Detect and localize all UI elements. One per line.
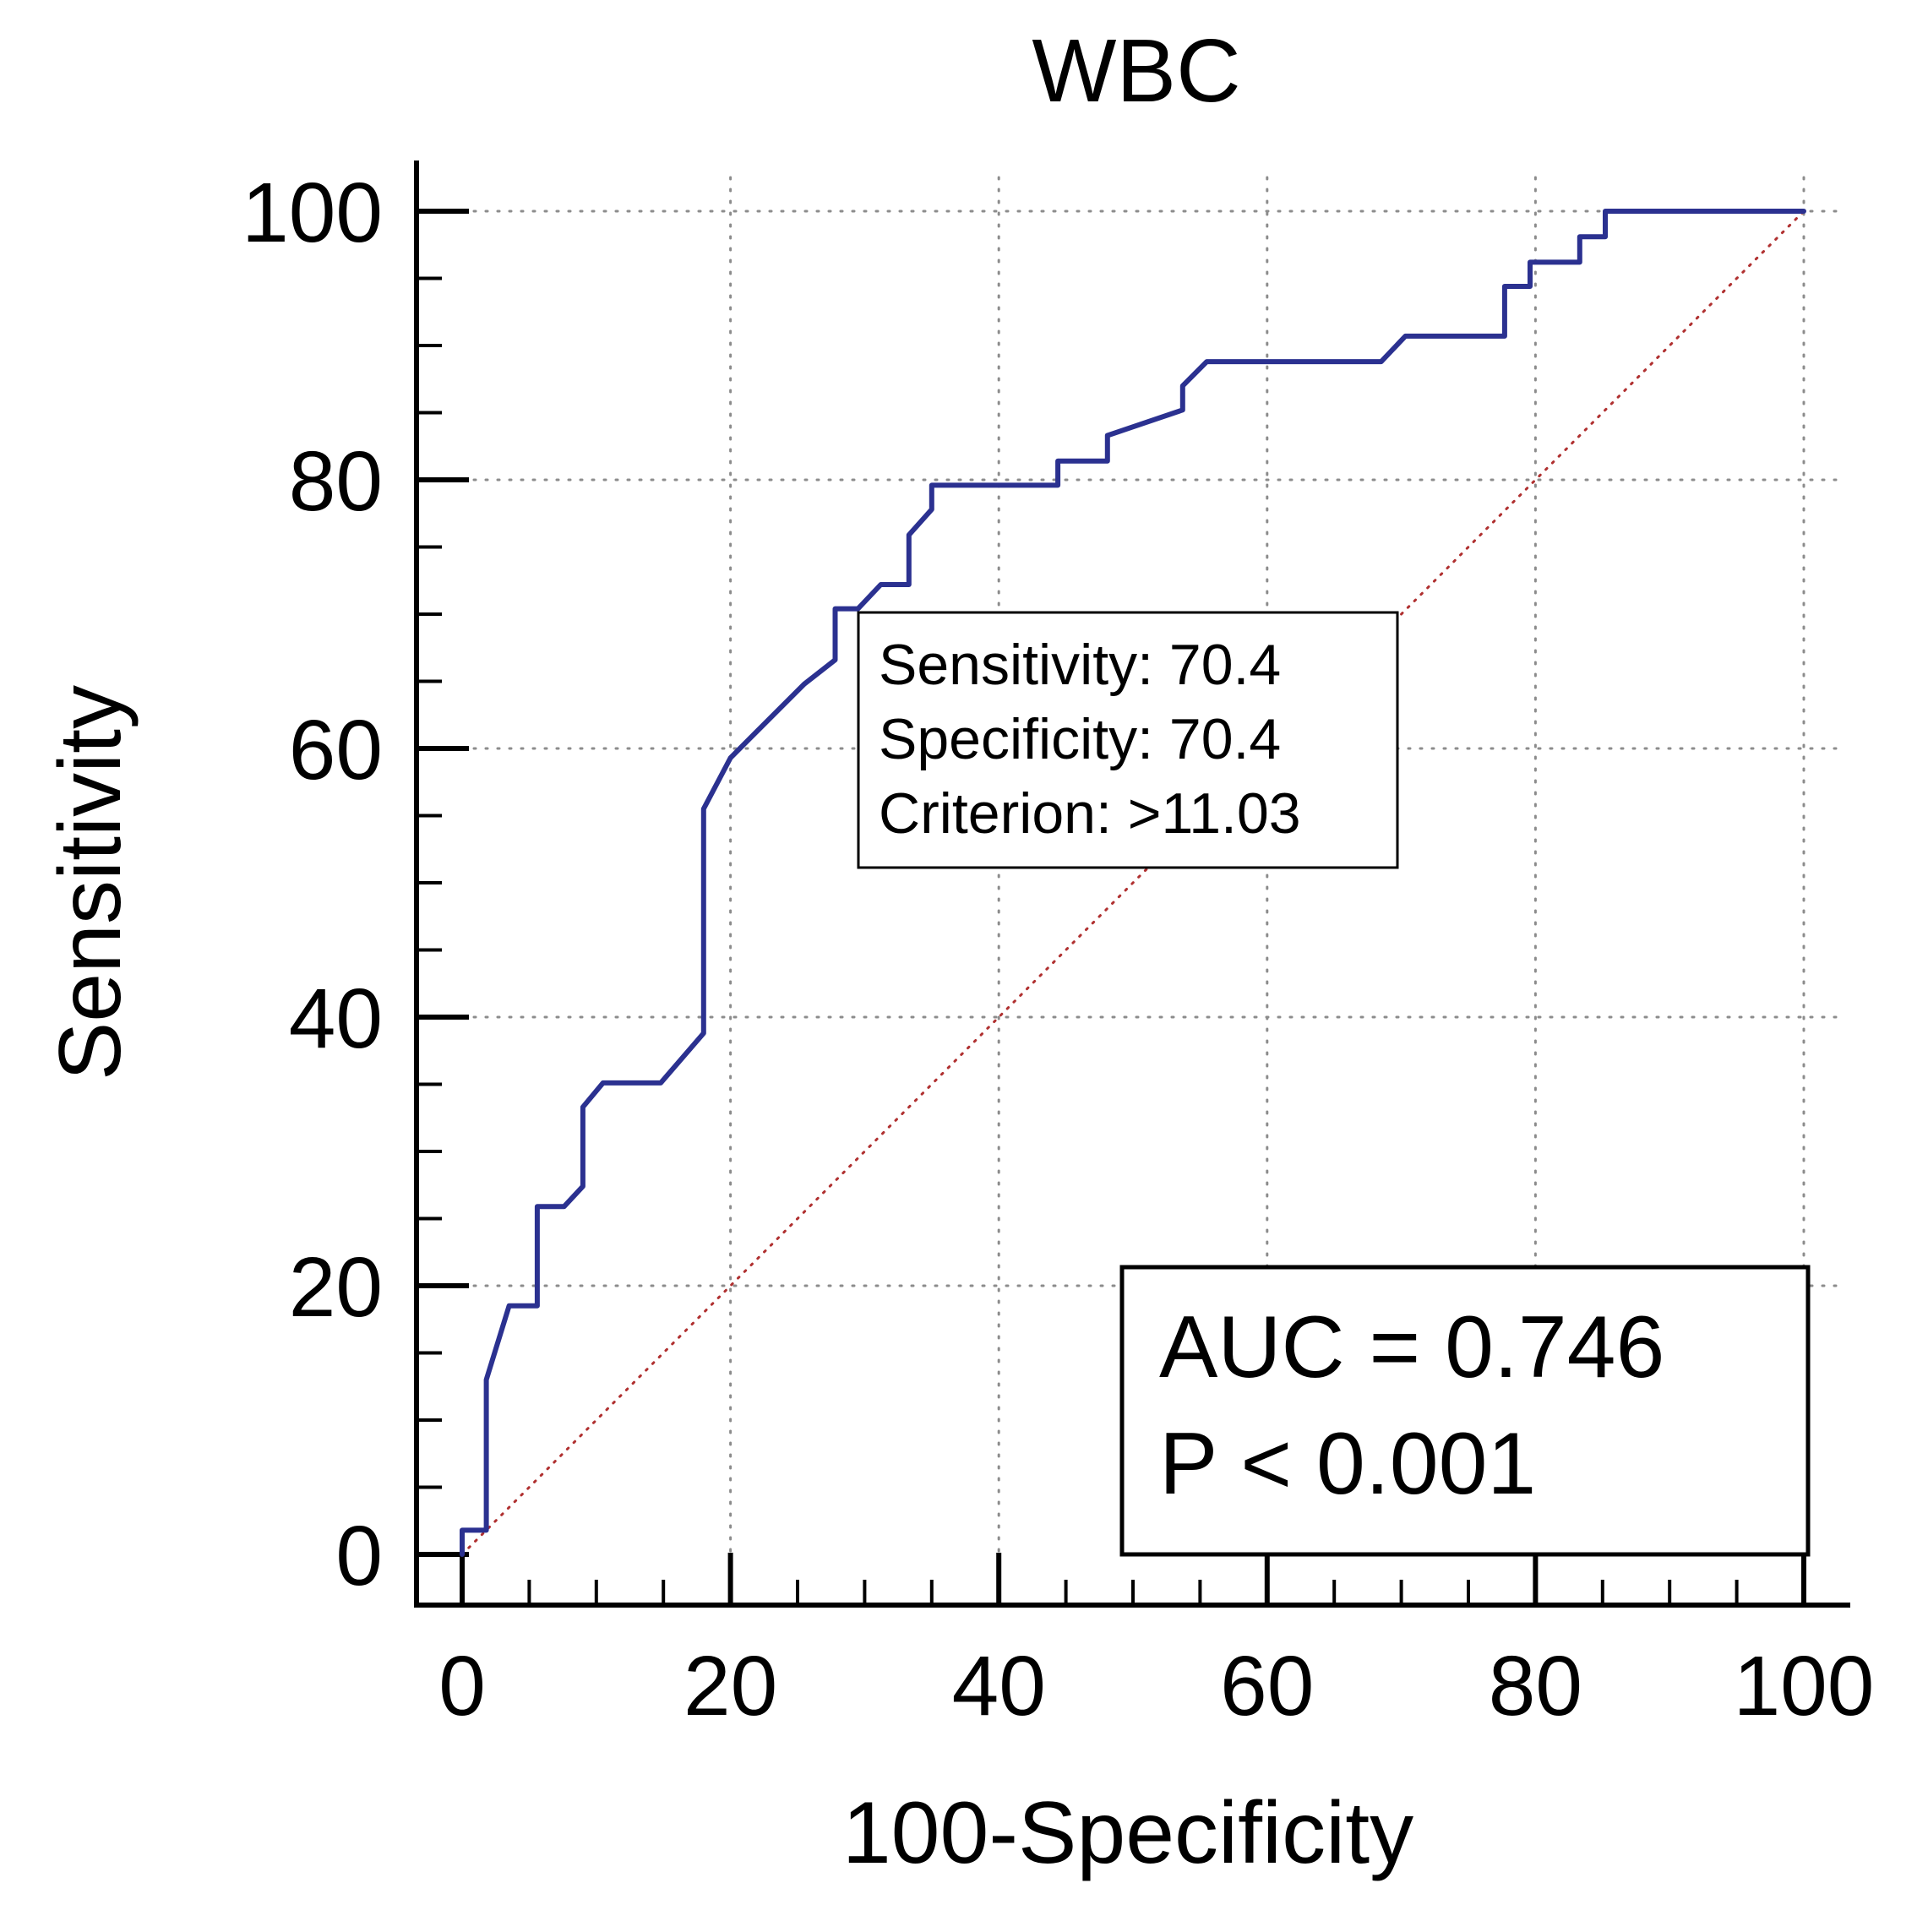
y-tick-label-40: 40 <box>289 971 383 1066</box>
chart-title: WBC <box>1032 21 1240 121</box>
x-tick-label-0: 0 <box>438 1639 486 1733</box>
y-tick-label-100: 100 <box>242 166 383 260</box>
auc-box <box>1119 1265 1811 1557</box>
x-tick-label-80: 80 <box>1489 1639 1582 1733</box>
tooltip-specificity: Specificity: 70.4 <box>879 707 1281 771</box>
tooltip-sensitivity: Sensitivity: 70.4 <box>879 633 1281 697</box>
y-tick-label-60: 60 <box>289 703 383 797</box>
y-axis-title: Sensitivity <box>41 685 139 1080</box>
roc-curve-line <box>460 209 1806 1557</box>
minor-ticks <box>417 276 1739 1605</box>
x-tick-label-40: 40 <box>952 1639 1046 1733</box>
x-tick-label-20: 20 <box>684 1639 777 1733</box>
criterion-tooltip: Sensitivity: 70.4 Specificity: 70.4 Crit… <box>857 611 1399 869</box>
auc-stats-box: AUC = 0.746 P < 0.001 <box>1119 1265 1811 1557</box>
axes <box>414 161 1850 1608</box>
x-tick-labels: 0 20 40 60 80 100 <box>438 1639 1874 1733</box>
tooltip-box <box>857 611 1399 869</box>
x-tick-label-100: 100 <box>1734 1639 1875 1733</box>
y-tick-label-80: 80 <box>289 434 383 529</box>
y-tick-label-20: 20 <box>289 1240 383 1335</box>
auc-value: AUC = 0.746 <box>1159 1298 1664 1396</box>
x-axis-title: 100-Specificity <box>842 1784 1413 1882</box>
p-value: P < 0.001 <box>1159 1415 1536 1513</box>
y-tick-labels: 0 20 40 60 80 100 <box>242 166 383 1603</box>
x-tick-label-60: 60 <box>1220 1639 1314 1733</box>
y-tick-label-0: 0 <box>335 1509 383 1603</box>
tooltip-criterion: Criterion: >11.03 <box>879 781 1301 846</box>
reference-diagonal-line <box>460 210 1805 1556</box>
